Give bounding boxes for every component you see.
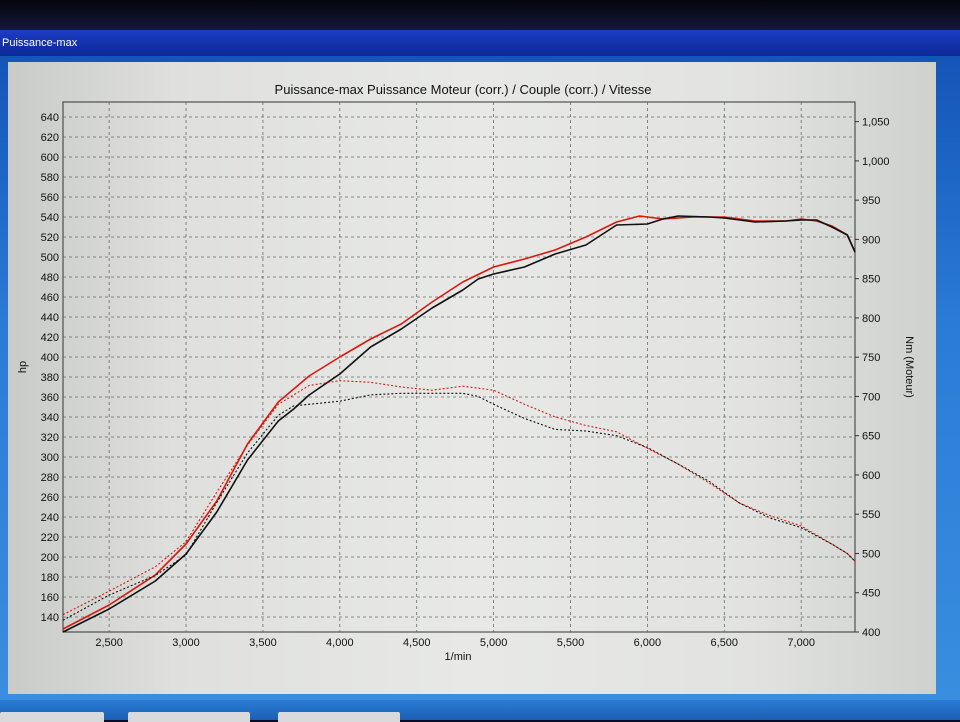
taskbar-button[interactable] bbox=[128, 712, 250, 722]
y-tick-label: 180 bbox=[41, 572, 59, 584]
y-tick-label: 160 bbox=[41, 592, 59, 604]
y-tick-label: 400 bbox=[41, 352, 59, 364]
chart-title: Puissance-max Puissance Moteur (corr.) /… bbox=[275, 82, 652, 97]
y2-tick-label: 700 bbox=[862, 391, 880, 403]
series-line-1 bbox=[62, 215, 856, 630]
x-tick-label: 4,500 bbox=[403, 637, 431, 649]
y-tick-label: 240 bbox=[41, 512, 59, 524]
plot-area bbox=[62, 101, 856, 633]
y2-tick-label: 400 bbox=[862, 627, 880, 639]
x-tick-label: 3,500 bbox=[249, 637, 277, 649]
y-tick-label: 340 bbox=[41, 412, 59, 424]
y2-tick-label: 900 bbox=[862, 234, 880, 246]
series-line-3 bbox=[62, 380, 856, 616]
y2-tick-label: 450 bbox=[862, 588, 880, 600]
y-tick-label: 140 bbox=[41, 612, 59, 624]
y-tick-label: 220 bbox=[41, 532, 59, 544]
chart-panel: Puissance-max Puissance Moteur (corr.) /… bbox=[8, 62, 936, 694]
series-line-4 bbox=[62, 392, 856, 621]
y-tick-label: 600 bbox=[41, 152, 59, 164]
y-tick-label: 500 bbox=[41, 252, 59, 264]
taskbar-button[interactable] bbox=[278, 712, 400, 722]
y-tick-label: 460 bbox=[41, 292, 59, 304]
y-tick-label: 640 bbox=[41, 112, 59, 124]
grid-lines bbox=[63, 102, 855, 632]
window-title-bar: Puissance-max bbox=[0, 30, 960, 56]
y-axis-ticks: 140 160 180 200 220 240 260 280 300 320 340 360 380 4… bbox=[41, 112, 59, 624]
x-tick-label: 7,000 bbox=[787, 637, 815, 649]
y2-tick-label: 550 bbox=[862, 509, 880, 521]
y-tick-label: 320 bbox=[41, 432, 59, 444]
y-tick-label: 300 bbox=[41, 452, 59, 464]
y2-tick-label: 1,050 bbox=[862, 117, 890, 129]
y2-tick-label: 850 bbox=[862, 274, 880, 286]
y-tick-label: 360 bbox=[41, 392, 59, 404]
y-tick-label: 420 bbox=[41, 332, 59, 344]
y2-tick-label: 650 bbox=[862, 431, 880, 443]
y-tick-label: 480 bbox=[41, 272, 59, 284]
monitor-bezel-top bbox=[0, 0, 960, 30]
y2-tick-label: 500 bbox=[862, 548, 880, 560]
y2-axis-label: Nm (Moteur) bbox=[903, 336, 915, 398]
y2-tick-label: 800 bbox=[862, 313, 880, 325]
window-title: Puissance-max bbox=[2, 37, 78, 49]
y2-axis-ticks: 400 450 500 550 600 650 700 750 800 850 900 950 1,00… bbox=[855, 117, 890, 639]
y2-tick-label: 750 bbox=[862, 352, 880, 364]
y2-tick-label: 600 bbox=[862, 470, 880, 482]
x-tick-label: 5,500 bbox=[557, 637, 585, 649]
x-tick-label: 6,000 bbox=[634, 637, 662, 649]
x-tick-label: 3,000 bbox=[172, 637, 200, 649]
series-group bbox=[62, 215, 856, 633]
y2-tick-label: 1,000 bbox=[862, 156, 890, 168]
x-tick-label: 5,000 bbox=[480, 637, 508, 649]
x-tick-label: 2,500 bbox=[95, 637, 123, 649]
y-tick-label: 580 bbox=[41, 172, 59, 184]
x-tick-label: 6,500 bbox=[711, 637, 739, 649]
dyno-chart: Puissance-max Puissance Moteur (corr.) /… bbox=[17, 82, 915, 663]
y-tick-label: 200 bbox=[41, 552, 59, 564]
window-body: Puissance-max Puissance Moteur (corr.) /… bbox=[0, 56, 960, 720]
taskbar-button[interactable] bbox=[0, 712, 104, 722]
x-axis-label: 1/min bbox=[445, 651, 472, 663]
y-tick-label: 620 bbox=[41, 132, 59, 144]
y-tick-label: 540 bbox=[41, 212, 59, 224]
y-tick-label: 520 bbox=[41, 232, 59, 244]
x-axis-ticks: 2,500 3,000 3,500 4,000 4,500 5,000 5,500 6,000… bbox=[95, 637, 815, 649]
y-tick-label: 440 bbox=[41, 312, 59, 324]
y-tick-label: 260 bbox=[41, 492, 59, 504]
y2-tick-label: 950 bbox=[862, 195, 880, 207]
y-tick-label: 560 bbox=[41, 192, 59, 204]
y-tick-label: 380 bbox=[41, 372, 59, 384]
y-tick-label: 280 bbox=[41, 472, 59, 484]
series-line-2 bbox=[62, 215, 856, 633]
x-tick-label: 4,000 bbox=[326, 637, 354, 649]
y-axis-label: hp bbox=[17, 361, 29, 373]
